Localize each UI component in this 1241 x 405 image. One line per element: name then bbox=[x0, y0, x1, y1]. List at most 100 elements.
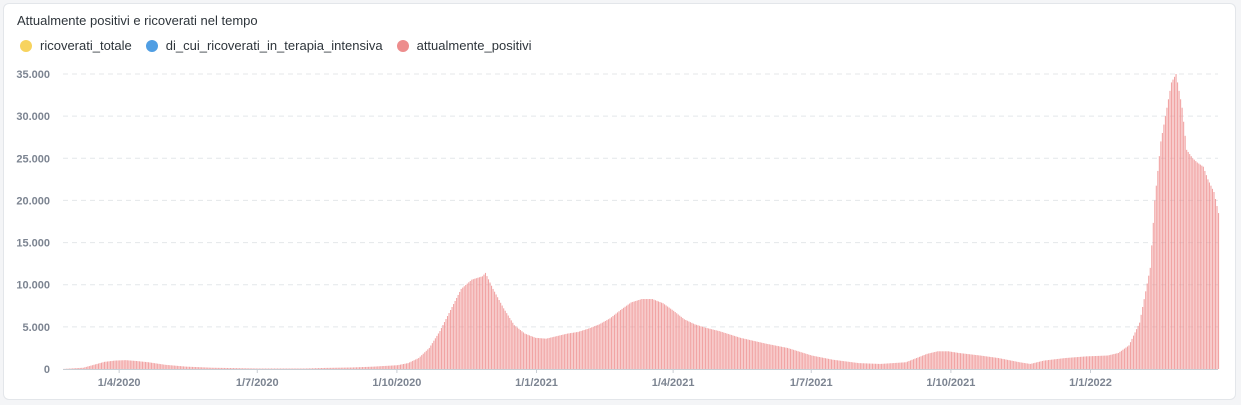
bar-attualmente-positivi[interactable] bbox=[280, 368, 282, 370]
bar-attualmente-positivi[interactable] bbox=[454, 300, 456, 369]
bar-attualmente-positivi[interactable] bbox=[445, 319, 447, 369]
bar-attualmente-positivi[interactable] bbox=[489, 282, 491, 369]
bar-attualmente-positivi[interactable] bbox=[735, 336, 737, 369]
bar-attualmente-positivi[interactable] bbox=[1184, 135, 1186, 369]
bar-attualmente-positivi[interactable] bbox=[1180, 99, 1182, 369]
bar-attualmente-positivi[interactable] bbox=[777, 346, 779, 369]
bar-attualmente-positivi[interactable] bbox=[1175, 74, 1177, 369]
bar-attualmente-positivi[interactable] bbox=[864, 363, 866, 369]
bar-attualmente-positivi[interactable] bbox=[1166, 107, 1168, 370]
bar-attualmente-positivi[interactable] bbox=[802, 352, 804, 369]
bar-attualmente-positivi[interactable] bbox=[834, 359, 836, 369]
bar-attualmente-positivi[interactable] bbox=[838, 360, 840, 369]
bar-attualmente-positivi[interactable] bbox=[767, 344, 769, 369]
bar-attualmente-positivi[interactable] bbox=[302, 368, 304, 370]
bar-attualmente-positivi[interactable] bbox=[1125, 347, 1127, 369]
bar-attualmente-positivi[interactable] bbox=[450, 310, 452, 369]
bar-attualmente-positivi[interactable] bbox=[181, 366, 183, 369]
bar-attualmente-positivi[interactable] bbox=[1134, 332, 1136, 369]
bar-attualmente-positivi[interactable] bbox=[424, 352, 426, 369]
bar-attualmente-positivi[interactable] bbox=[395, 365, 397, 369]
bar-attualmente-positivi[interactable] bbox=[1198, 163, 1200, 369]
bar-attualmente-positivi[interactable] bbox=[331, 367, 333, 369]
bar-attualmente-positivi[interactable] bbox=[659, 302, 661, 369]
bar-attualmente-positivi[interactable] bbox=[1105, 355, 1107, 369]
bar-attualmente-positivi[interactable] bbox=[252, 368, 254, 370]
bar-attualmente-positivi[interactable] bbox=[1087, 356, 1089, 369]
bar-attualmente-positivi[interactable] bbox=[653, 299, 655, 369]
bar-attualmente-positivi[interactable] bbox=[1137, 325, 1139, 369]
bar-attualmente-positivi[interactable] bbox=[269, 368, 271, 370]
bar-attualmente-positivi[interactable] bbox=[295, 368, 297, 370]
bar-attualmente-positivi[interactable] bbox=[937, 351, 939, 369]
bar-attualmente-positivi[interactable] bbox=[484, 272, 487, 369]
bar-attualmente-positivi[interactable] bbox=[761, 342, 763, 369]
bar-attualmente-positivi[interactable] bbox=[158, 363, 160, 369]
bar-attualmente-positivi[interactable] bbox=[931, 352, 933, 369]
bar-attualmente-positivi[interactable] bbox=[545, 338, 547, 369]
bar-attualmente-positivi[interactable] bbox=[812, 355, 814, 369]
bar-attualmente-positivi[interactable] bbox=[868, 363, 871, 369]
bar-attualmente-positivi[interactable] bbox=[673, 310, 675, 369]
bar-attualmente-positivi[interactable] bbox=[1102, 355, 1104, 369]
bar-attualmente-positivi[interactable] bbox=[348, 367, 350, 369]
bar-attualmente-positivi[interactable] bbox=[943, 351, 945, 369]
bar-attualmente-positivi[interactable] bbox=[1037, 362, 1039, 369]
bar-attualmente-positivi[interactable] bbox=[492, 288, 494, 369]
bar-attualmente-positivi[interactable] bbox=[841, 360, 843, 369]
bar-attualmente-positivi[interactable] bbox=[188, 366, 191, 369]
bar-attualmente-positivi[interactable] bbox=[219, 367, 221, 369]
bar-attualmente-positivi[interactable] bbox=[1192, 158, 1194, 369]
bar-attualmente-positivi[interactable] bbox=[1157, 170, 1159, 369]
bar-attualmente-positivi[interactable] bbox=[525, 334, 527, 369]
bar-attualmente-positivi[interactable] bbox=[389, 365, 391, 369]
bar-attualmente-positivi[interactable] bbox=[1002, 358, 1004, 369]
bar-attualmente-positivi[interactable] bbox=[287, 368, 289, 370]
bar-attualmente-positivi[interactable] bbox=[1167, 99, 1169, 369]
bar-attualmente-positivi[interactable] bbox=[93, 364, 95, 369]
bar-attualmente-positivi[interactable] bbox=[708, 328, 710, 369]
bar-attualmente-positivi[interactable] bbox=[296, 368, 298, 370]
bar-attualmente-positivi[interactable] bbox=[768, 344, 770, 369]
bar-attualmente-positivi[interactable] bbox=[1005, 359, 1007, 369]
bar-attualmente-positivi[interactable] bbox=[172, 365, 174, 369]
bar-attualmente-positivi[interactable] bbox=[919, 356, 921, 369]
bar-attualmente-positivi[interactable] bbox=[1084, 356, 1086, 369]
bar-attualmente-positivi[interactable] bbox=[1010, 360, 1012, 369]
bar-attualmente-positivi[interactable] bbox=[871, 363, 874, 369]
bar-attualmente-positivi[interactable] bbox=[1035, 362, 1037, 369]
bar-attualmente-positivi[interactable] bbox=[427, 349, 429, 369]
bar-attualmente-positivi[interactable] bbox=[911, 359, 913, 369]
bar-attualmente-positivi[interactable] bbox=[1019, 362, 1021, 369]
bar-attualmente-positivi[interactable] bbox=[577, 331, 579, 369]
bar-attualmente-positivi[interactable] bbox=[146, 362, 148, 369]
bar-attualmente-positivi[interactable] bbox=[917, 357, 919, 369]
bar-attualmente-positivi[interactable] bbox=[636, 300, 638, 369]
bar-attualmente-positivi[interactable] bbox=[90, 365, 92, 369]
bar-attualmente-positivi[interactable] bbox=[528, 335, 531, 369]
bar-attualmente-positivi[interactable] bbox=[956, 352, 959, 369]
bar-attualmente-positivi[interactable] bbox=[1195, 161, 1197, 369]
bar-attualmente-positivi[interactable] bbox=[732, 335, 734, 369]
bar-attualmente-positivi[interactable] bbox=[1140, 314, 1142, 369]
bar-attualmente-positivi[interactable] bbox=[1063, 358, 1065, 369]
bar-attualmente-positivi[interactable] bbox=[1046, 360, 1048, 369]
bar-attualmente-positivi[interactable] bbox=[966, 353, 968, 369]
bar-attualmente-positivi[interactable] bbox=[246, 368, 248, 369]
bar-attualmente-positivi[interactable] bbox=[791, 349, 793, 369]
bar-attualmente-positivi[interactable] bbox=[1160, 141, 1162, 369]
bar-attualmente-positivi[interactable] bbox=[818, 357, 820, 369]
bar-attualmente-positivi[interactable] bbox=[764, 343, 766, 369]
bar-attualmente-positivi[interactable] bbox=[457, 294, 459, 369]
bar-attualmente-positivi[interactable] bbox=[99, 363, 101, 369]
bar-attualmente-positivi[interactable] bbox=[524, 333, 526, 369]
bar-attualmente-positivi[interactable] bbox=[298, 368, 300, 370]
bar-attualmente-positivi[interactable] bbox=[539, 338, 541, 369]
bar-attualmente-positivi[interactable] bbox=[556, 336, 558, 369]
bar-attualmente-positivi[interactable] bbox=[425, 350, 427, 369]
bar-attualmente-positivi[interactable] bbox=[377, 366, 379, 369]
bar-attualmente-positivi[interactable] bbox=[293, 368, 295, 370]
bar-attualmente-positivi[interactable] bbox=[305, 368, 307, 370]
bar-attualmente-positivi[interactable] bbox=[342, 367, 344, 369]
bar-attualmente-positivi[interactable] bbox=[1139, 322, 1141, 369]
